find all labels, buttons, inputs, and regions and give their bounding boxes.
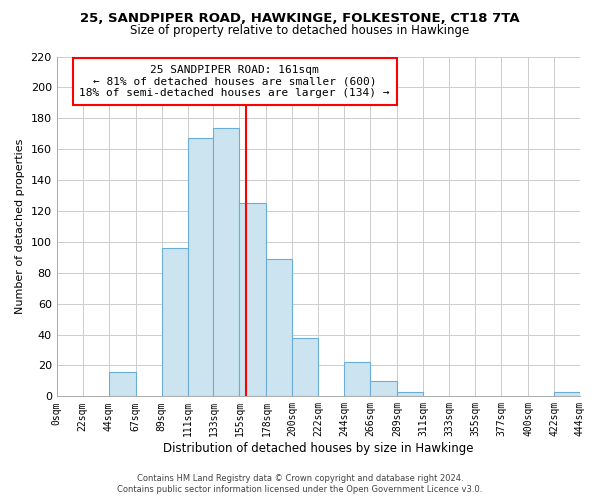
Bar bbox=[266, 259, 292, 396]
Text: Size of property relative to detached houses in Hawkinge: Size of property relative to detached ho… bbox=[130, 24, 470, 37]
Bar bbox=[554, 392, 580, 396]
Bar bbox=[370, 381, 397, 396]
Bar bbox=[187, 138, 214, 396]
Bar bbox=[109, 372, 136, 396]
Y-axis label: Number of detached properties: Number of detached properties bbox=[15, 138, 25, 314]
Bar bbox=[344, 362, 370, 396]
X-axis label: Distribution of detached houses by size in Hawkinge: Distribution of detached houses by size … bbox=[163, 442, 473, 455]
Bar bbox=[397, 392, 423, 396]
Bar bbox=[161, 248, 187, 396]
Bar bbox=[292, 338, 319, 396]
Bar bbox=[239, 203, 266, 396]
Text: 25 SANDPIPER ROAD: 161sqm
← 81% of detached houses are smaller (600)
18% of semi: 25 SANDPIPER ROAD: 161sqm ← 81% of detac… bbox=[79, 65, 390, 98]
Text: Contains HM Land Registry data © Crown copyright and database right 2024.
Contai: Contains HM Land Registry data © Crown c… bbox=[118, 474, 482, 494]
Text: 25, SANDPIPER ROAD, HAWKINGE, FOLKESTONE, CT18 7TA: 25, SANDPIPER ROAD, HAWKINGE, FOLKESTONE… bbox=[80, 12, 520, 26]
Bar bbox=[214, 128, 239, 396]
